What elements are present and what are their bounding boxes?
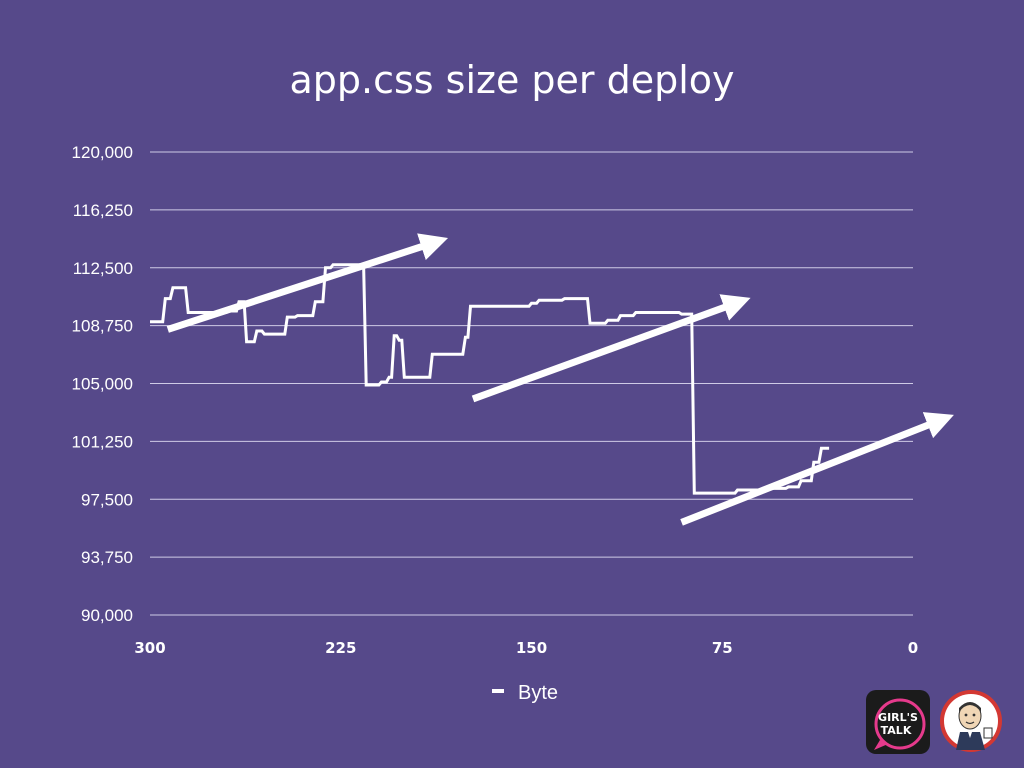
x-tick-label: 300: [134, 639, 165, 657]
y-tick-label: 90,000: [81, 606, 133, 625]
y-tick-label: 105,000: [72, 375, 133, 394]
legend: Byte: [492, 682, 558, 705]
trend-arrow-2: [471, 294, 751, 403]
series-line-byte: [150, 263, 830, 495]
y-tick-label: 112,500: [73, 259, 133, 278]
x-tick-label: 225: [325, 639, 356, 657]
y-tick-label: 108,750: [72, 317, 133, 336]
y-tick-label: 93,750: [81, 548, 133, 567]
x-tick-label: 75: [712, 639, 733, 657]
trend-arrow-3: [680, 412, 954, 526]
y-tick-label: 116,250: [73, 201, 133, 220]
chart-title: app.css size per deploy: [289, 58, 735, 102]
girls-talk-logo: GIRL'S TALK: [866, 690, 930, 754]
x-tick-label: 150: [516, 639, 547, 657]
jenkins-logo: [938, 688, 1004, 754]
svg-text:GIRL'S: GIRL'S: [878, 711, 918, 724]
x-tick-label: 0: [908, 639, 918, 657]
legend-label: Byte: [518, 682, 559, 704]
y-tick-label: 101,250: [72, 432, 133, 451]
y-tick-label: 97,500: [81, 490, 133, 509]
y-tick-label: 120,000: [72, 143, 133, 162]
legend-swatch: [492, 688, 504, 693]
trend-arrow-1: [166, 233, 449, 333]
svg-text:TALK: TALK: [881, 724, 912, 737]
